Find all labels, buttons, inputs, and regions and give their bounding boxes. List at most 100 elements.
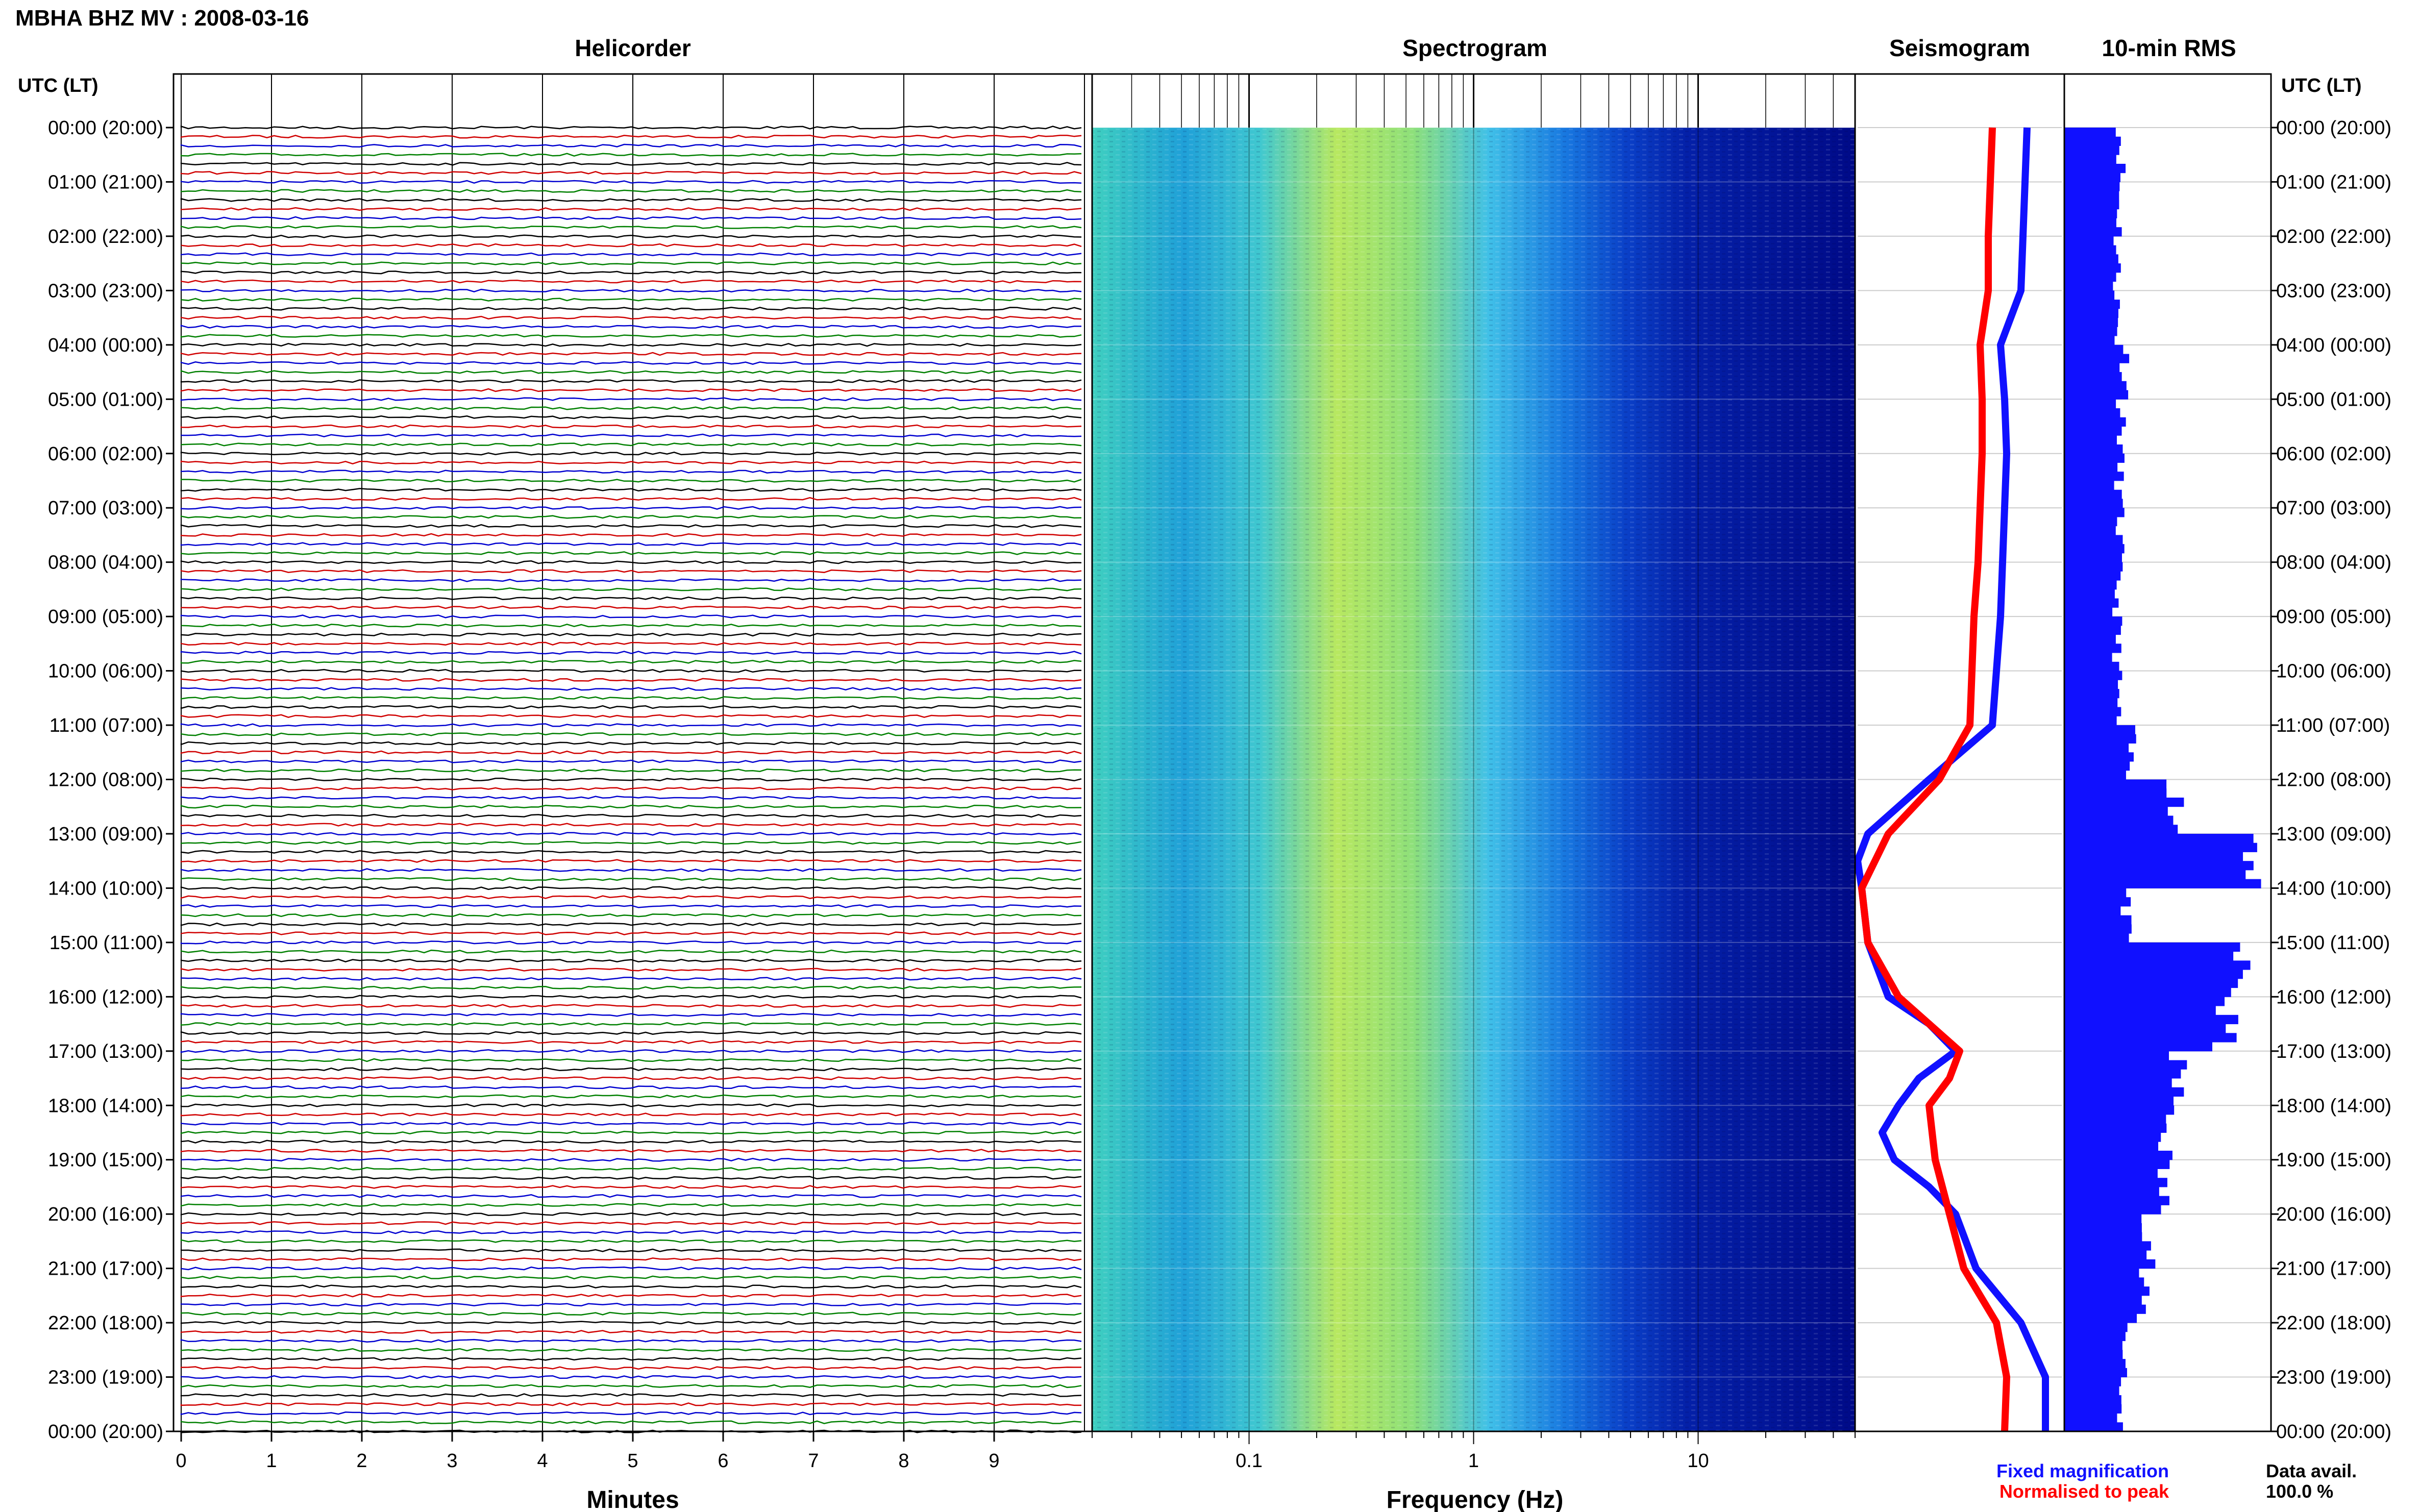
rms-bar [2064,1033,2237,1043]
helicorder-trace [180,913,1082,918]
time-label-right: 16:00 (12:00) [2276,986,2391,1008]
rms-bar [2064,1006,2216,1015]
rms-bar [2064,426,2122,436]
helicorder-tick-label: 1 [266,1450,277,1472]
rms-bar [2064,526,2116,535]
rms-bar [2064,1123,2167,1133]
rms-bar [2064,1014,2238,1025]
helicorder-trace [180,234,1082,238]
rms-bar [2064,390,2129,400]
helicorder-trace [180,904,1082,908]
rms-bar [2064,399,2116,409]
time-label-left: 09:00 (05:00) [48,606,163,628]
rms-bar [2064,227,2122,237]
helicorder-trace [180,1321,1082,1325]
rms-bar [2064,978,2238,988]
rms-bar [2064,1205,2161,1214]
rms-bar [2064,1359,2126,1369]
helicorder-trace [180,442,1082,447]
helicorder-trace [180,769,1082,773]
helicorder-panel [180,74,1085,1433]
rms-bar [2064,634,2116,644]
helicorder-trace [180,352,1082,356]
helicorder-trace [180,1311,1082,1316]
helicorder-trace [180,868,1082,872]
rms-bar [2064,788,2167,798]
helicorder-trace [180,1058,1082,1062]
time-label-right: 00:00 (20:00) [2276,117,2391,139]
rms-bar [2064,997,2225,1006]
time-label-left: 23:00 (19:00) [48,1367,163,1389]
helicorder-trace [180,1348,1082,1352]
helicorder-trace [180,1004,1082,1008]
helicorder-trace [181,624,1082,628]
time-label-left: 11:00 (07:00) [50,715,163,736]
rms-bar [2064,263,2121,273]
utc-label-left: UTC (LT) [18,75,98,96]
helicorder-trace [180,135,1082,139]
helicorder-trace [180,705,1082,709]
rms-bar [2064,191,2119,201]
helicorder-trace [180,968,1082,972]
helicorder-trace [180,533,1082,537]
helicorder-trace [180,741,1082,746]
helicorder-trace [180,216,1082,220]
time-label-right: 15:00 (11:00) [2276,932,2390,954]
time-label-left: 06:00 (02:00) [48,443,163,465]
helicorder-xlabel: Minutes [586,1486,679,1512]
helicorder-trace [180,1384,1082,1389]
rms-bar [2064,145,2119,155]
rms-bar [2064,308,2118,318]
rms-bar [2064,797,2184,807]
spectrogram-x-ticks: 0.1 1 10 [1092,74,1856,1472]
rms-bar [2064,598,2119,608]
rms-bar [2064,254,2118,264]
helicorder-trace [180,696,1082,700]
time-label-right: 06:00 (02:00) [2276,443,2391,465]
time-label-right: 00:00 (20:00) [2276,1421,2391,1443]
helicorder-trace [180,370,1082,374]
helicorder-trace [180,922,1082,927]
helicorder-trace [180,1411,1082,1416]
time-label-left: 02:00 (22:00) [48,226,163,247]
legend-normalised-to-peak: Normalised to peak [2000,1481,2169,1502]
rms-bar [2064,236,2114,246]
helicorder-trace [180,1112,1082,1117]
helicorder-trace [180,225,1082,229]
time-label-right: 12:00 (08:00) [2276,770,2391,791]
time-label-left: 19:00 (15:00) [48,1150,163,1171]
helicorder-trace [180,460,1082,465]
rms-bar [2064,743,2129,753]
time-label-right: 20:00 (16:00) [2276,1204,2391,1225]
rms-bar [2064,1313,2137,1323]
helicorder-trace [180,1257,1082,1261]
helicorder-tick-label: 9 [989,1450,999,1472]
helicorder-trace [180,813,1082,818]
helicorder-trace [180,433,1082,438]
helicorder-trace [180,886,1082,890]
rms-bar [2064,716,2117,726]
helicorder-trace [180,641,1082,646]
time-label-left: 08:00 (04:00) [48,552,163,574]
rms-bar [2064,1196,2169,1205]
helicorder-trace [180,153,1082,157]
seismogram-series [1858,127,2010,1432]
time-label-right: 04:00 (00:00) [2276,335,2391,356]
rms-bar [2064,879,2261,888]
time-label-left: 15:00 (11:00) [50,932,163,954]
helicorder-trace [180,651,1082,655]
helicorder-trace [180,859,1082,863]
rms-bar [2064,182,2120,191]
helicorder-trace [180,841,1082,845]
data-avail-label: Data avail. [2266,1460,2357,1481]
helicorder-trace [180,759,1082,763]
rms-bar [2064,209,2117,218]
spectrogram-texture [1092,128,1855,1431]
helicorder-trace [180,1294,1082,1298]
helicorder-trace [180,542,1082,546]
helicorder-trace [180,406,1082,410]
helicorder-trace [180,560,1082,564]
helicorder-trace [180,1049,1082,1053]
helicorder-trace [180,1375,1082,1379]
helicorder-trace [180,334,1082,338]
